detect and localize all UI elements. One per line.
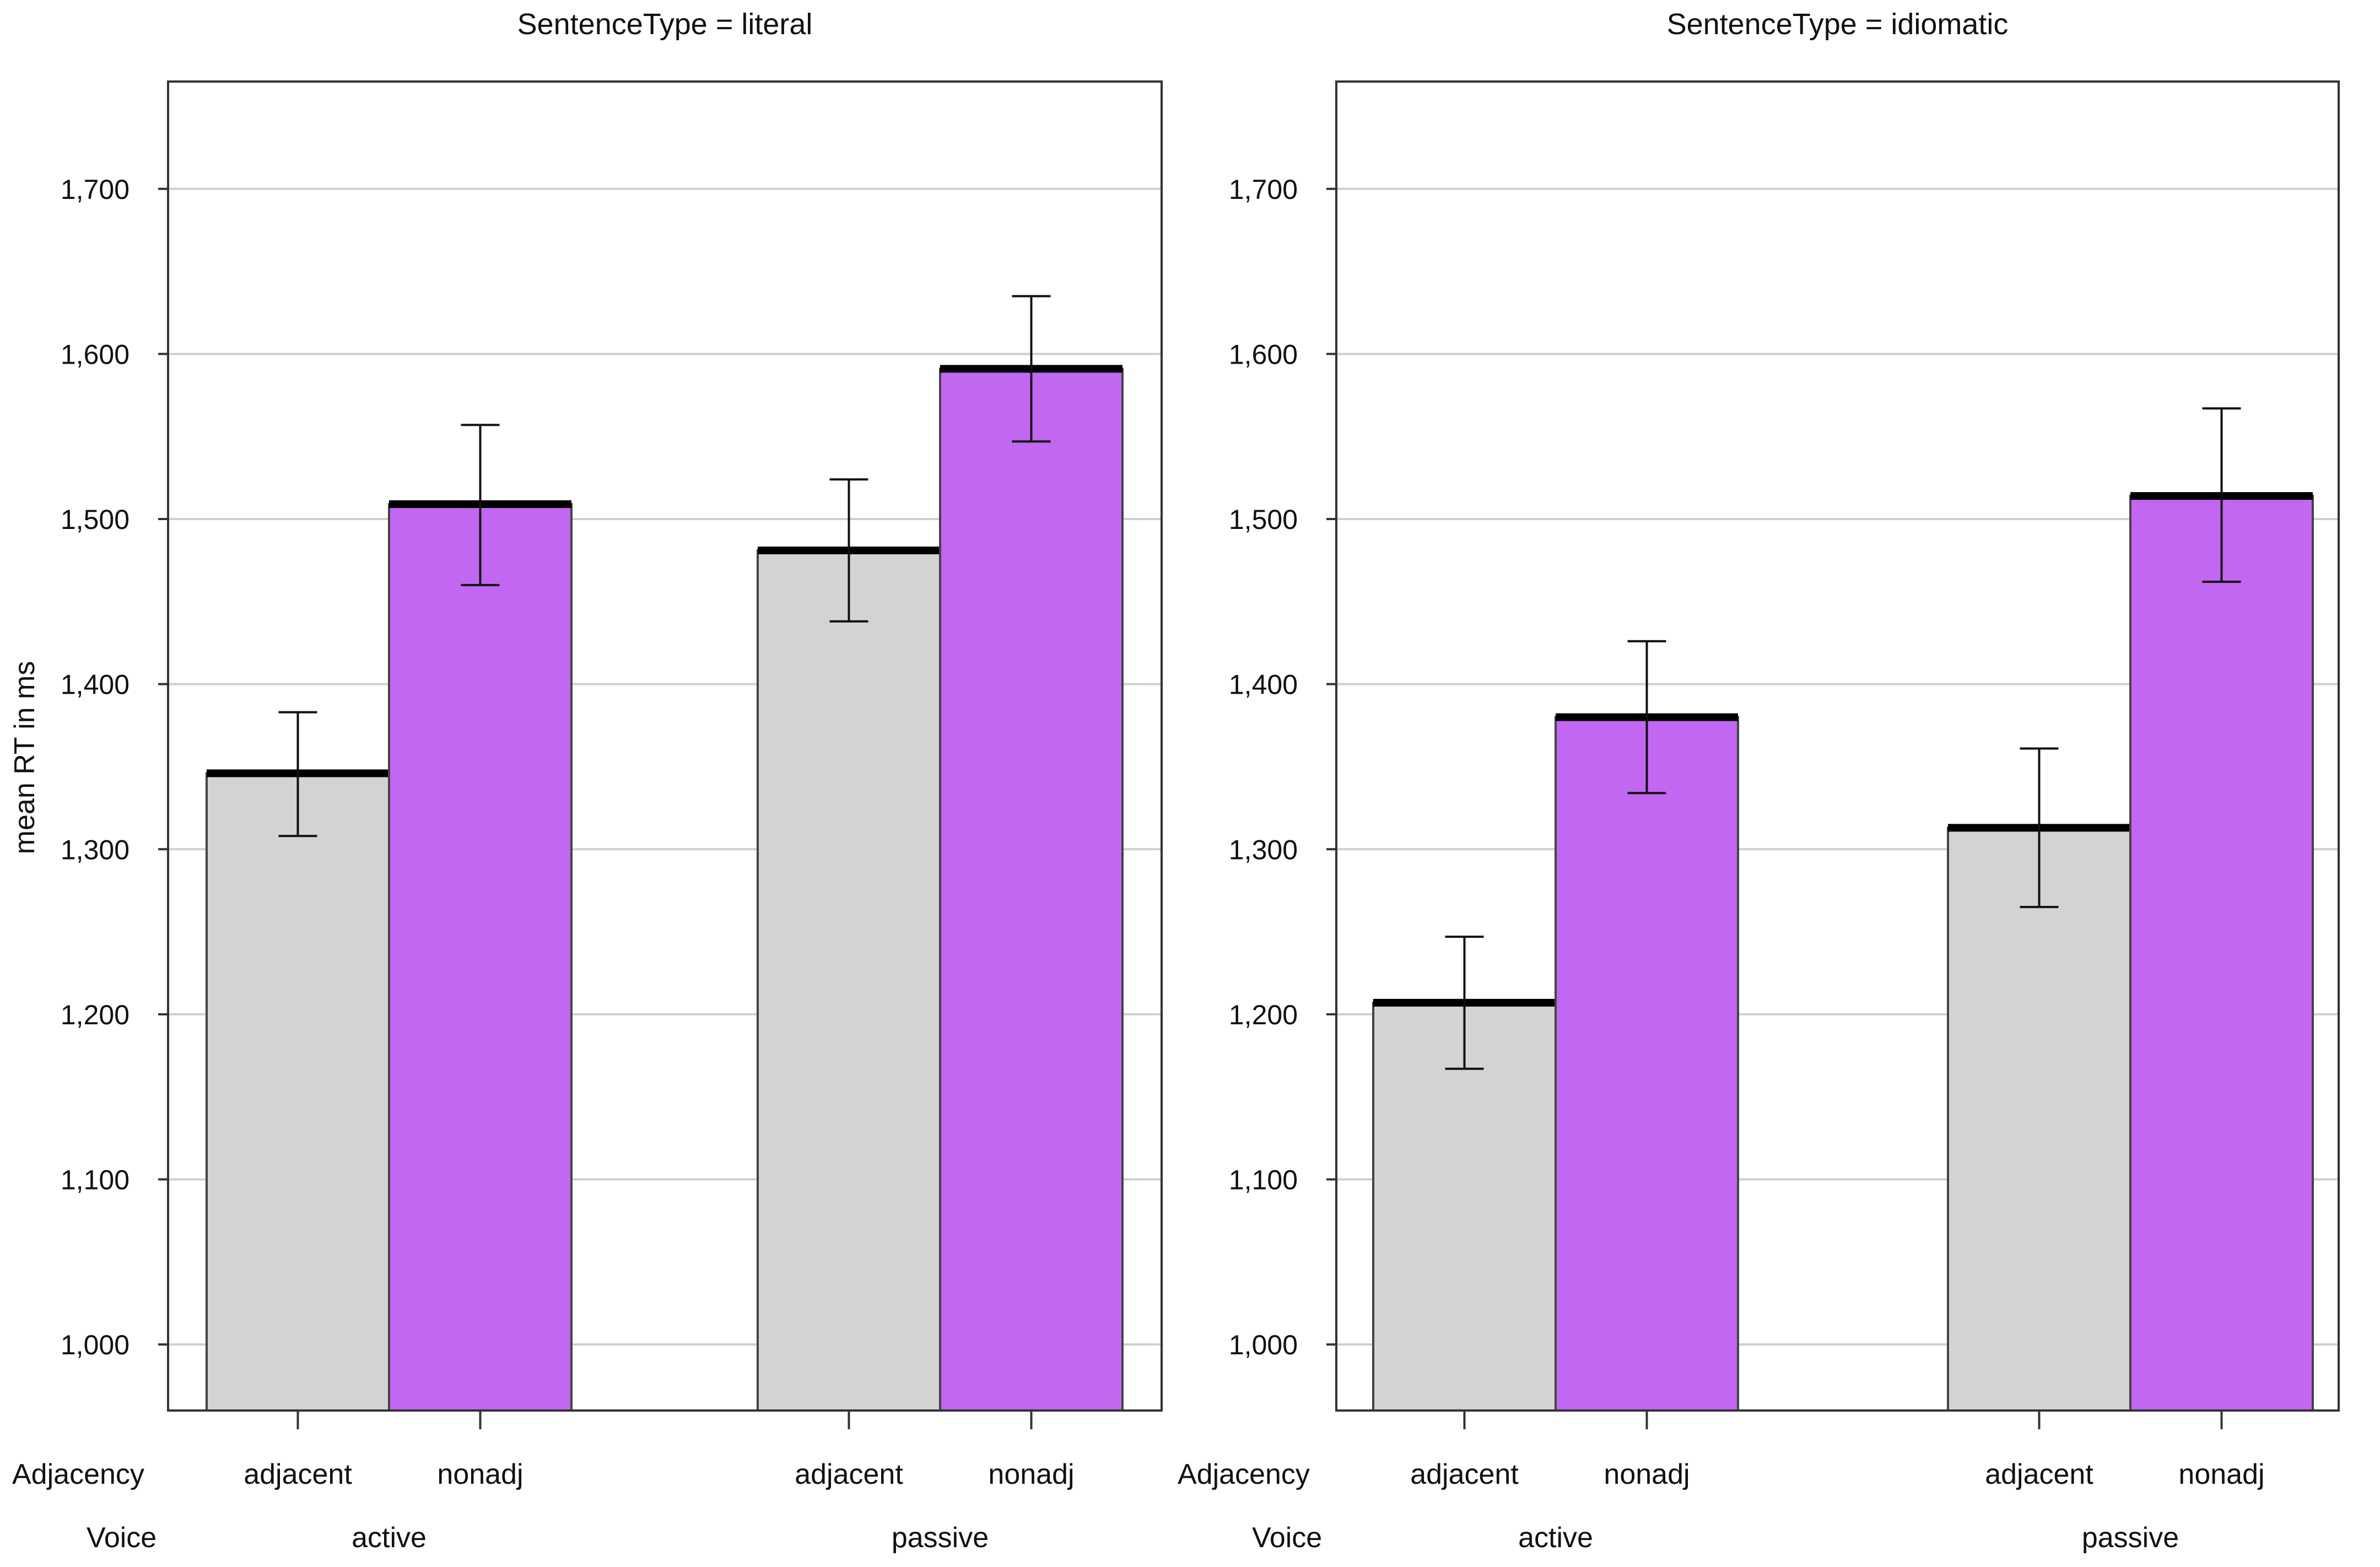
factor-label-voice: Voice bbox=[1252, 1522, 1322, 1554]
y-tick-label: 1,600 bbox=[1229, 339, 1298, 370]
y-tick-label: 1,300 bbox=[1229, 834, 1298, 865]
y-tick-label: 1,500 bbox=[1229, 504, 1298, 535]
y-tick-label: 1,300 bbox=[61, 834, 129, 865]
panel-title: SentenceType = literal bbox=[517, 8, 813, 41]
factor-label-adjacency: Adjacency bbox=[12, 1458, 144, 1490]
plot-frame bbox=[1335, 80, 2340, 1412]
x-tick-label-adjacency: nonadj bbox=[2178, 1458, 2264, 1490]
x-tick-label-voice: active bbox=[352, 1522, 427, 1554]
bar-nonadj bbox=[2129, 495, 2314, 1412]
x-tick-label-adjacency: adjacent bbox=[795, 1458, 903, 1490]
x-tick-label-voice: passive bbox=[2082, 1522, 2179, 1554]
y-tick-label: 1,700 bbox=[1229, 174, 1298, 205]
y-tick-label: 1,600 bbox=[61, 339, 129, 370]
bar-adjacent bbox=[1372, 1001, 1557, 1412]
y-tick-label: 1,400 bbox=[61, 669, 129, 700]
chart-panel-2: SentenceType = idiomatic 1,000 1,100 1,200 1… bbox=[1178, 8, 2340, 1554]
panel-title: SentenceType = idiomatic bbox=[1667, 8, 2009, 41]
bar-adjacent bbox=[757, 549, 941, 1412]
y-axis-label: mean RT in ms bbox=[9, 661, 41, 855]
plot-frame bbox=[167, 80, 1163, 1412]
bar-adjacent bbox=[1947, 826, 2131, 1412]
y-tick-label: 1,400 bbox=[1229, 669, 1298, 700]
y-tick-label: 1,500 bbox=[61, 504, 129, 535]
factor-label-adjacency: Adjacency bbox=[1178, 1458, 1310, 1490]
y-tick-label: 1,200 bbox=[1229, 999, 1298, 1030]
x-tick-label-voice: active bbox=[1518, 1522, 1593, 1554]
y-tick-label: 1,000 bbox=[1229, 1330, 1298, 1360]
y-tick-label: 1,000 bbox=[61, 1330, 129, 1360]
x-tick-label-adjacency: nonadj bbox=[437, 1458, 523, 1490]
factor-label-voice: Voice bbox=[87, 1522, 156, 1554]
y-tick-label: 1,200 bbox=[61, 999, 129, 1030]
bar-nonadj bbox=[1555, 716, 1739, 1412]
x-tick-label-adjacency: adjacent bbox=[1410, 1458, 1519, 1490]
y-tick-label: 1,100 bbox=[61, 1165, 129, 1196]
x-tick-label-voice: passive bbox=[892, 1522, 989, 1554]
x-tick-label-adjacency: adjacent bbox=[244, 1458, 352, 1490]
bar-adjacent bbox=[206, 772, 390, 1412]
chart-panel-1: SentenceType = literal 1,000 1,100 1,200 1,3… bbox=[12, 8, 1163, 1554]
y-tick-label: 1,700 bbox=[61, 174, 129, 205]
x-tick-label-adjacency: adjacent bbox=[1985, 1458, 2093, 1490]
bar-nonadj bbox=[939, 368, 1124, 1412]
y-tick-label: 1,100 bbox=[1229, 1165, 1298, 1196]
bar-nonadj bbox=[388, 503, 573, 1412]
x-tick-label-adjacency: nonadj bbox=[1604, 1458, 1690, 1490]
x-tick-label-adjacency: nonadj bbox=[988, 1458, 1074, 1490]
